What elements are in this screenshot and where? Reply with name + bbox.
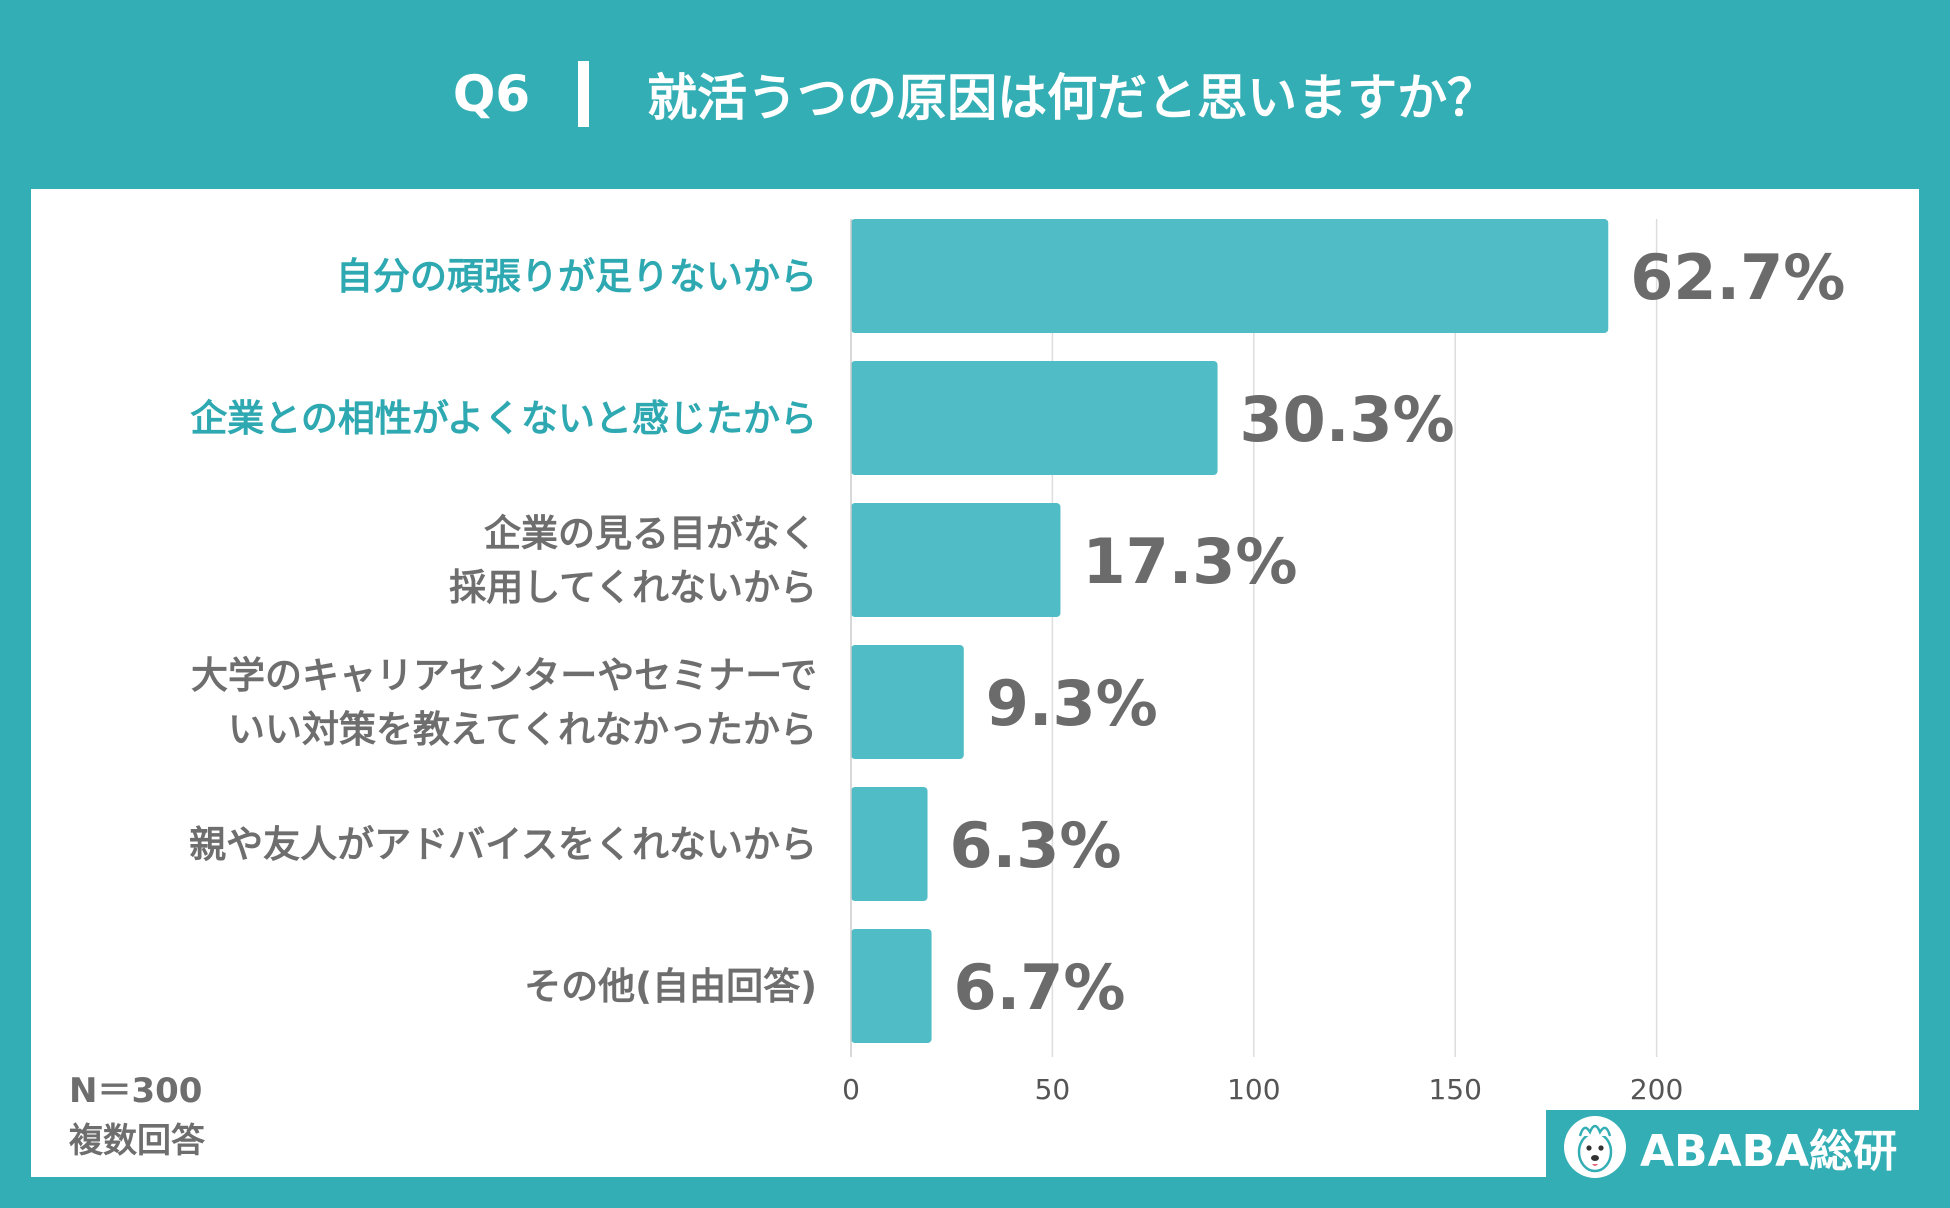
category-label-1: 企業との相性がよくないと感じたから xyxy=(190,397,817,440)
chart-panel: 0 50 100 150 200 62.7% 自分の頑張りが足りないから 30.3% 企業との相… xyxy=(31,189,1919,1177)
bar-5 xyxy=(851,929,932,1043)
answer-type-note: 複数回答 xyxy=(69,1121,205,1161)
value-label-5: 6.7% xyxy=(954,951,1126,1024)
category-label-2-line-1: 採用してくれないから xyxy=(449,566,817,609)
category-label-3-line-1: いい対策を教えてくれなかったから xyxy=(228,708,817,751)
chart-header: Q6 就活うつの原因は何だと思いますか？ xyxy=(0,0,1950,188)
alpaca-mascot-icon xyxy=(1564,1116,1626,1178)
bar-4 xyxy=(851,787,928,901)
chart-title: 就活うつの原因は何だと思いますか？ xyxy=(647,69,1498,127)
brand-logo: ABABA総研 xyxy=(1546,1110,1919,1184)
sample-size-note: N＝300 xyxy=(69,1071,203,1111)
category-label-5: その他(自由回答) xyxy=(524,965,817,1008)
x-tick-label-50: 50 xyxy=(1035,1073,1071,1106)
logo-text: ABABA総研 xyxy=(1640,1126,1898,1177)
category-label-0: 自分の頑張りが足りないから xyxy=(336,255,817,298)
value-label-0: 62.7% xyxy=(1630,241,1845,314)
question-number: Q6 xyxy=(452,65,531,123)
title-separator xyxy=(578,61,590,127)
value-label-2: 17.3% xyxy=(1082,525,1297,598)
bar-1 xyxy=(851,361,1218,475)
x-tick-label-0: 0 xyxy=(842,1073,860,1106)
category-label-2-line-0: 企業の見る目がなく xyxy=(484,512,817,555)
x-tick-label-150: 150 xyxy=(1428,1073,1481,1106)
category-label-4: 親や友人がアドバイスをくれないから xyxy=(189,823,817,866)
x-tick-label-100: 100 xyxy=(1227,1073,1280,1106)
x-tick-label-200: 200 xyxy=(1630,1073,1683,1106)
bar-chart: 0 50 100 150 200 62.7% 自分の頑張りが足りないから 30.3% 企業との相… xyxy=(189,219,1845,1106)
value-label-3: 9.3% xyxy=(986,667,1158,740)
bar-0 xyxy=(851,219,1609,333)
category-label-3-line-0: 大学のキャリアセンターやセミナーで xyxy=(191,654,817,697)
bar-3 xyxy=(851,645,964,759)
value-label-4: 6.3% xyxy=(950,809,1122,882)
value-label-1: 30.3% xyxy=(1240,383,1455,456)
bar-2 xyxy=(851,503,1061,617)
